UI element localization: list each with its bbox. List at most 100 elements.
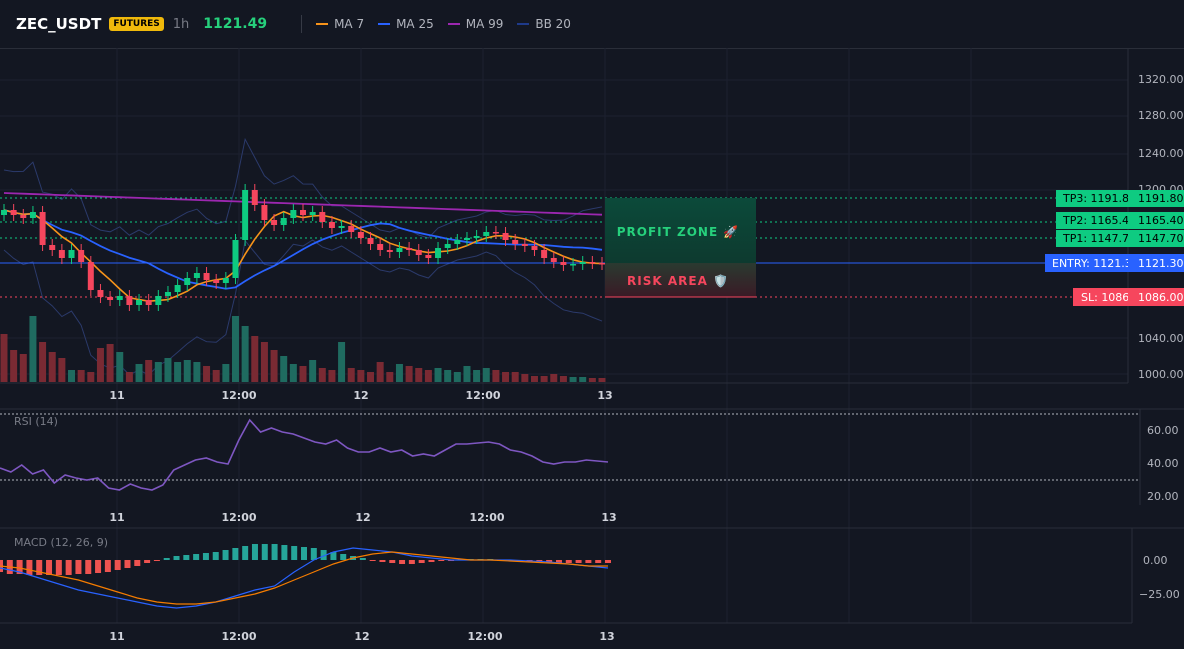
- macd-bar: [251, 544, 258, 560]
- header-divider: [301, 15, 303, 33]
- time-tick: 13: [601, 511, 616, 524]
- volume-bar: [145, 360, 153, 382]
- volume-bar: [19, 354, 27, 382]
- macd-bar: [85, 560, 92, 574]
- ma25-line: [3, 209, 603, 290]
- candle-body: [415, 250, 422, 255]
- macd-bar: [575, 560, 582, 563]
- time-tick: 13: [599, 630, 614, 643]
- candle-body: [406, 248, 413, 250]
- volume-bar: [463, 366, 471, 382]
- tp2-tag-bg: [1056, 212, 1128, 229]
- legend-bb20-label: BB 20: [535, 17, 571, 31]
- symbol-name[interactable]: ZEC_USDT: [16, 15, 102, 33]
- macd-bar: [565, 560, 572, 563]
- tp2-tag: TP2: 1165.4: [1062, 214, 1129, 227]
- candle-body: [213, 280, 220, 283]
- volume-bar: [395, 364, 403, 382]
- candle-body: [136, 300, 143, 305]
- volume-bar: [0, 334, 8, 382]
- macd-bar: [232, 548, 239, 560]
- legend-bb20[interactable]: BB 20: [517, 17, 571, 31]
- bb-lower: [3, 239, 603, 376]
- legend-ma25[interactable]: MA 25: [378, 17, 434, 31]
- candle-body: [155, 296, 162, 305]
- candle-body: [1, 210, 7, 215]
- candle-body: [203, 273, 210, 280]
- macd-bar: [124, 560, 131, 568]
- volume-bar: [299, 366, 307, 382]
- volume-bar: [376, 362, 384, 382]
- time-axis[interactable]: 11 12:00 12 12:00 13: [109, 389, 612, 402]
- candle-body: [49, 245, 56, 250]
- macd-bar: [55, 560, 62, 575]
- candle-body: [87, 262, 94, 290]
- profit-zone-label: PROFIT ZONE 🚀: [617, 225, 740, 239]
- candle-body: [251, 190, 258, 205]
- price-axis[interactable]: 1320.00 1280.00 1240.00 1200.00 1040.00 …: [1138, 73, 1184, 381]
- volume-bar: [135, 364, 143, 382]
- macd-bar: [291, 546, 298, 560]
- risk-zone-label: RISK AREA 🛡️: [627, 274, 729, 288]
- macd-bar: [153, 560, 160, 561]
- volume-bar: [309, 360, 317, 382]
- timeframe-label[interactable]: 1h: [172, 16, 190, 32]
- volume-bar: [453, 372, 461, 382]
- tp1-tag-bg: [1056, 230, 1128, 247]
- macd-time-axis: 11 12:00 12 12:00 13: [109, 630, 614, 643]
- sl-tag: SL: 1086: [1081, 291, 1129, 304]
- bb-upper: [3, 137, 603, 239]
- macd-bar: [212, 552, 219, 560]
- sl-axis-label: 1086.00: [1138, 291, 1184, 304]
- candle-body: [319, 212, 326, 222]
- chart-header: ZEC_USDT FUTURES 1h 1121.49 MA 7 MA 25 M…: [0, 0, 1184, 49]
- legend-ma99[interactable]: MA 99: [447, 17, 503, 31]
- rsi-title: RSI (14): [14, 415, 58, 428]
- candle-body: [309, 212, 316, 215]
- macd-bar: [555, 560, 562, 563]
- volume-bars: [0, 316, 606, 382]
- volume-bar: [492, 370, 500, 382]
- volume-bar: [530, 376, 538, 382]
- candlesticks: [1, 184, 605, 311]
- macd-bar: [173, 556, 180, 560]
- macd-bar: [330, 552, 337, 560]
- volume-bar: [318, 368, 326, 382]
- legend-ma25-label: MA 25: [396, 17, 434, 31]
- volume-bar: [588, 378, 596, 382]
- candle-body: [78, 250, 85, 262]
- tp3-axis-label: 1191.80: [1138, 192, 1184, 205]
- candle-body: [97, 290, 104, 297]
- macd-tick: −25.00: [1139, 588, 1180, 601]
- legend-ma7[interactable]: MA 7: [316, 17, 364, 31]
- macd-bar: [36, 560, 43, 575]
- volume-bar: [328, 370, 336, 382]
- volume-bar: [251, 336, 259, 382]
- rsi-time-axis: 11 12:00 12 12:00 13: [109, 511, 616, 524]
- candle-body: [232, 240, 239, 278]
- volume-bar: [289, 364, 297, 382]
- macd-tick: 0.00: [1143, 554, 1168, 567]
- macd-bar: [340, 554, 347, 560]
- volume-bar: [444, 370, 452, 382]
- candle-body: [20, 215, 27, 218]
- time-tick: 12:00: [469, 511, 504, 524]
- tp1-tag: TP1: 1147.7: [1062, 232, 1129, 245]
- volume-bar: [203, 366, 211, 382]
- candle-body: [541, 250, 548, 258]
- macd-bar: [144, 560, 151, 563]
- rsi-tick: 40.00: [1147, 457, 1179, 470]
- macd-line: [0, 547, 609, 609]
- macd-bar: [359, 558, 366, 560]
- volume-bar: [482, 368, 490, 382]
- candle-body: [107, 297, 114, 300]
- candle-body: [435, 248, 442, 258]
- macd-bar: [95, 560, 102, 573]
- candle-body: [550, 258, 557, 262]
- candle-body: [145, 300, 152, 305]
- volume-bar: [280, 356, 288, 382]
- tp3-tag: TP3: 1191.8: [1062, 192, 1129, 205]
- macd-bar: [104, 560, 111, 572]
- signal-line: [0, 551, 608, 605]
